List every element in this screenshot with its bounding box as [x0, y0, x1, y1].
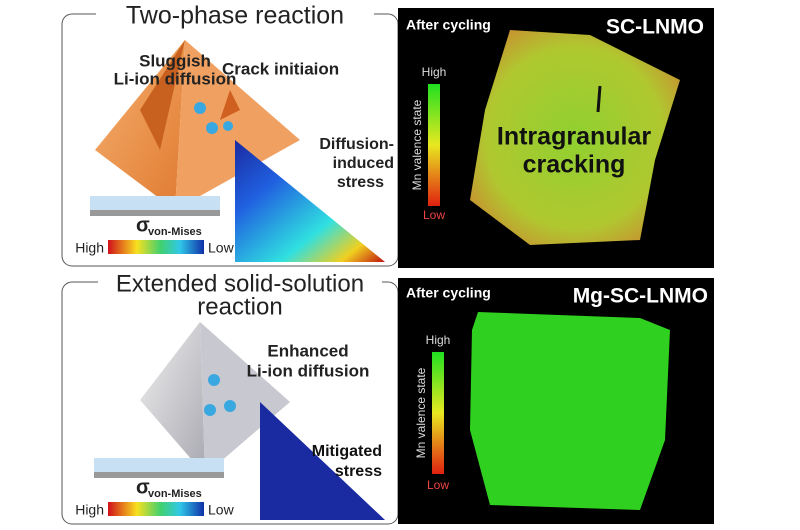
label: Sluggish: [139, 51, 211, 70]
annotation: Intragranular: [497, 123, 651, 151]
label: stress: [335, 463, 382, 480]
colorbar-axis: Mn valence state: [410, 99, 424, 190]
colorbar-low: Low: [208, 240, 235, 256]
caption: After cycling: [406, 285, 491, 301]
colorbar: [108, 502, 204, 516]
label: Li-ion diffusion: [114, 69, 237, 88]
panel-title: Extended solid-solution: [116, 270, 364, 297]
label: stress: [337, 174, 384, 191]
panel-title: Two-phase reaction: [126, 2, 344, 30]
colorbar: [432, 352, 444, 474]
colorbar: [108, 240, 204, 254]
film: [94, 458, 224, 472]
title-bg: [98, 272, 382, 318]
particle: [470, 30, 680, 245]
octahedron: [95, 40, 300, 210]
substrate: [94, 472, 224, 478]
label: Enhanced: [267, 341, 348, 360]
colorbar-axis: Mn valence state: [414, 367, 428, 458]
label: Mitigated: [312, 443, 382, 460]
title-bg: [96, 4, 374, 28]
substrate: [90, 210, 220, 216]
label: induced: [333, 155, 394, 172]
sigma: σ: [136, 214, 150, 236]
label: Crack initiaion: [222, 59, 339, 78]
sigma-sub: von-Mises: [148, 488, 202, 500]
octahedron: [140, 322, 290, 475]
colorbar-low: Low: [423, 208, 445, 222]
label: Li-ion diffusion: [247, 361, 370, 380]
colorbar-low: Low: [427, 478, 449, 492]
stress-map: [235, 140, 385, 262]
stress-map: [260, 402, 385, 520]
panel-title: reaction: [197, 293, 282, 320]
colorbar: [428, 84, 440, 206]
colorbar-high: High: [75, 502, 104, 518]
label: Diffusion-: [319, 136, 394, 153]
arrow: [596, 85, 602, 113]
sigma-sub: von-Mises: [148, 226, 202, 238]
annotation: cracking: [523, 151, 626, 179]
colorbar-high: High: [75, 240, 104, 256]
sample-name: Mg-SC-LNMO: [573, 285, 708, 308]
colorbar-high: High: [426, 333, 451, 347]
particle: [470, 312, 670, 510]
sample-name: SC-LNMO: [606, 16, 704, 39]
sigma: σ: [136, 476, 150, 498]
colorbar-low: Low: [208, 502, 235, 518]
film: [90, 196, 220, 210]
caption: After cycling: [406, 17, 491, 33]
colorbar-high: High: [422, 65, 447, 79]
